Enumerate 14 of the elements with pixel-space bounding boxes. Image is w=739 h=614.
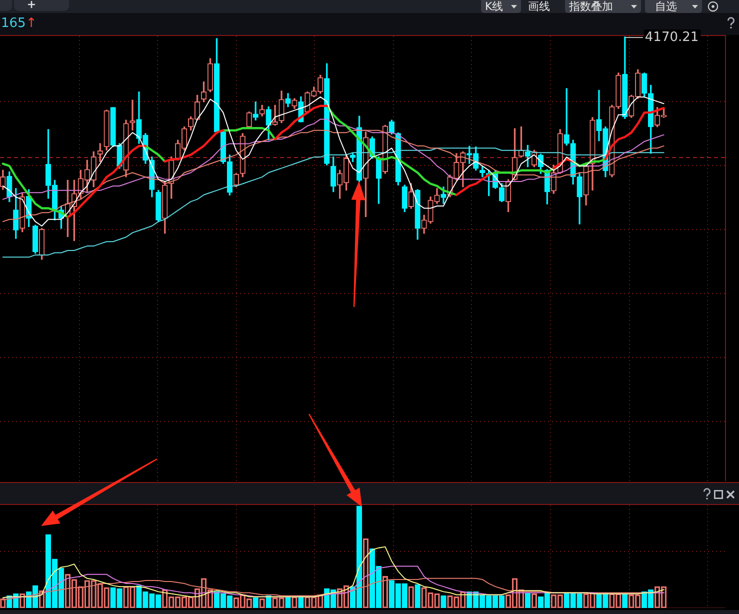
bar [285, 596, 291, 608]
text: 画线 [528, 0, 550, 13]
annotation: 4170.21 [644, 30, 699, 45]
bar [524, 592, 531, 608]
text: 165↑ [1, 16, 37, 31]
text: K线 [485, 0, 504, 13]
text: 指数叠加 [569, 0, 613, 13]
bar [252, 597, 258, 608]
text: 自选 [655, 0, 677, 13]
candlestick [272, 104, 278, 126]
bar [414, 584, 420, 608]
bar [266, 595, 272, 608]
bar [622, 593, 628, 608]
bar [440, 595, 446, 608]
